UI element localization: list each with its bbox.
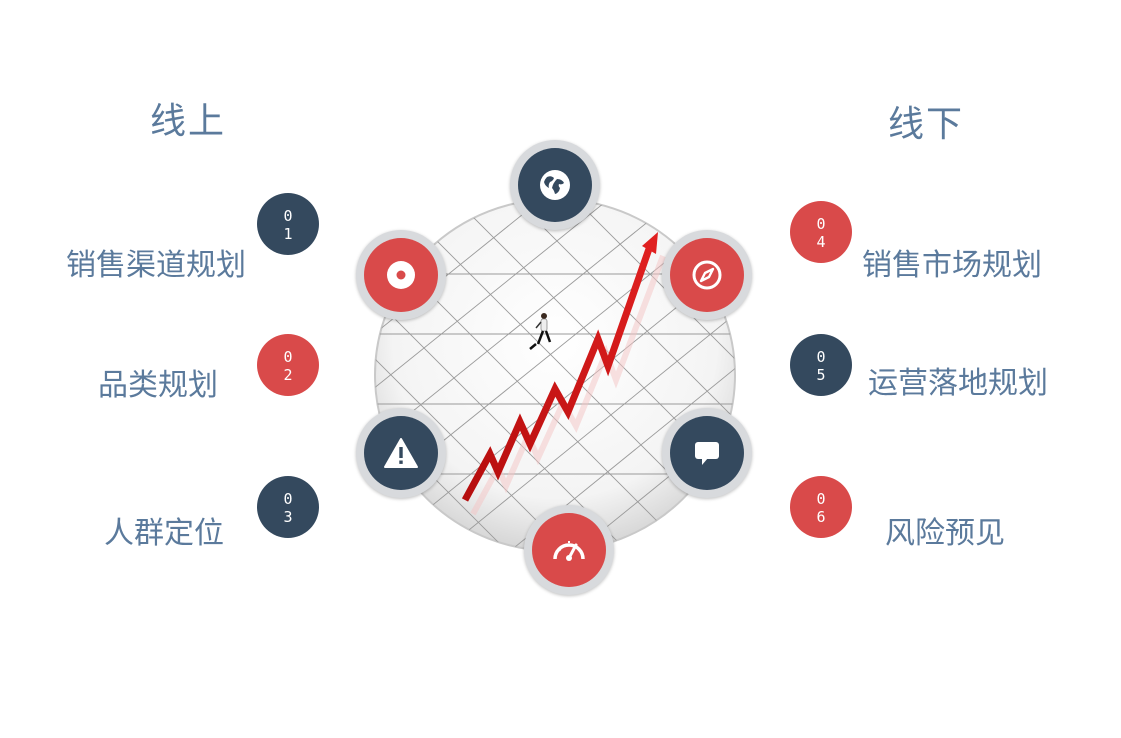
badge-digit: 0 [816, 215, 826, 233]
offline-heading: 线下 [888, 104, 965, 145]
number-badge-03: 0 3 [257, 476, 319, 538]
badge-digit: 3 [283, 508, 293, 526]
globe-icon [540, 170, 570, 200]
item-label-2: 品类规划 [98, 368, 218, 403]
compass-icon [692, 260, 722, 290]
number-badge-06: 0 6 [790, 476, 852, 538]
number-badge-05: 0 5 [790, 334, 852, 396]
item-label-3: 人群定位 [104, 516, 224, 551]
node-compass [662, 230, 752, 320]
speedometer-icon [553, 541, 585, 561]
number-badge-02: 0 2 [257, 334, 319, 396]
item-label-6: 风险预见 [885, 516, 1005, 551]
node-globe [510, 140, 600, 230]
badge-digit: 0 [816, 348, 826, 366]
badge-digit: 2 [283, 366, 293, 384]
rising-arrow [461, 244, 654, 502]
node-warning [356, 408, 446, 498]
badge-digit: 0 [283, 490, 293, 508]
item-label-4: 销售市场规划 [862, 248, 1042, 283]
number-badge-01: 0 1 [257, 193, 319, 255]
node-record [356, 230, 446, 320]
record-icon [387, 261, 415, 289]
item-label-1: 销售渠道规划 [66, 248, 246, 283]
badge-digit: 5 [816, 366, 826, 384]
node-speedometer [524, 505, 614, 595]
warning-icon [384, 438, 418, 468]
arrow-head [642, 232, 658, 254]
badge-digit: 0 [816, 490, 826, 508]
badge-digit: 4 [816, 233, 826, 251]
online-heading: 线上 [150, 101, 227, 142]
badge-digit: 6 [816, 508, 826, 526]
badge-digit: 0 [283, 348, 293, 366]
item-label-5: 运营落地规划 [868, 366, 1048, 401]
badge-digit: 1 [283, 225, 293, 243]
node-chat [662, 408, 752, 498]
number-badge-04: 0 4 [790, 201, 852, 263]
badge-digit: 0 [283, 207, 293, 225]
chat-bubble-icon [695, 442, 719, 465]
running-figure [529, 313, 552, 350]
